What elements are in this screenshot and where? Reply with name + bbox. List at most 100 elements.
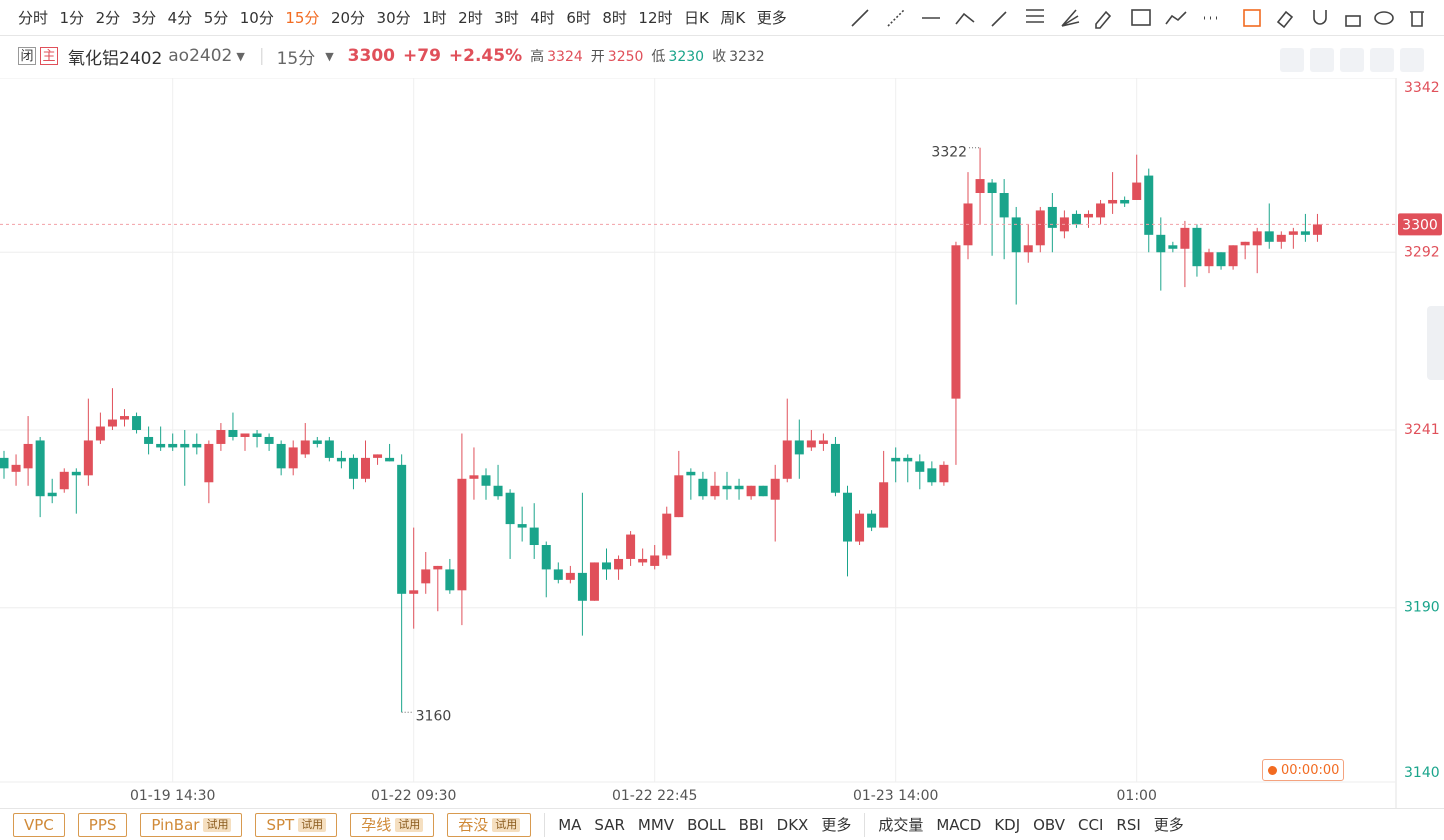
period-option[interactable]: 10分 [239,8,274,27]
stat-label: 收 [712,49,727,65]
y-tick-label: 3292 [1404,244,1440,260]
period-option[interactable]: 1分 [59,8,85,27]
indicator-option[interactable]: MACD [936,815,982,834]
period-option[interactable]: 日K [684,8,709,27]
pattern-button[interactable]: 孕线 试用 [350,812,435,837]
indicator-option[interactable]: BBI [738,815,764,834]
indicator-option[interactable]: SAR [594,815,625,834]
period-option[interactable]: 6时 [566,8,591,27]
pattern-button[interactable]: PPS [77,812,128,837]
btn-indicator[interactable] [1280,48,1304,72]
candle-body [1216,252,1226,267]
tool-lock[interactable] [1345,15,1361,27]
btn-close[interactable] [1400,48,1424,72]
pattern-button[interactable]: 吞没 试用 [447,812,532,837]
period-option[interactable]: 更多 [756,8,787,27]
candle-body [1180,227,1190,249]
candle-body [662,513,672,556]
candle-body [421,569,431,584]
period-option[interactable]: 8时 [602,8,627,27]
period-option[interactable]: 3时 [494,8,519,27]
period-option[interactable]: 20分 [330,8,366,27]
tool-pen[interactable] [1095,10,1112,29]
candle-body [541,545,551,570]
candle-body [180,443,190,448]
tool-fan[interactable] [1061,9,1080,27]
x-tick-label: 01-22 09:30 [371,788,456,804]
period-option[interactable]: 2时 [458,8,483,27]
candle-body [1192,227,1202,267]
tool-segment[interactable] [955,12,975,25]
candle-body [1168,245,1178,249]
tool-eye[interactable] [1374,11,1394,25]
period-option[interactable]: 2分 [95,8,121,27]
candle-body [1108,199,1118,204]
main-indicators: MA SAR MMV BOLL BBI DKX 更多 [558,812,866,837]
dropdown-arrow[interactable]: ▼ [236,49,245,63]
price: 3300 [347,46,395,66]
x-tick-label: 01:00 [1117,788,1157,804]
indicator-option[interactable]: KDJ [994,815,1021,834]
candle-body [1204,252,1214,267]
dropdown-arrow[interactable]: ▼ [325,49,334,63]
period-option[interactable]: 12时 [638,8,673,27]
indicator-option[interactable]: BOLL [687,815,726,834]
indicator-option[interactable]: MMV [637,815,675,834]
candle-body [879,482,889,528]
tool-delete[interactable] [1410,11,1424,27]
side-collapse[interactable] [1427,306,1444,380]
indicator-option[interactable]: RSI [1116,815,1141,834]
badge[interactable]: 主 [40,47,58,65]
indicator-option[interactable]: 更多 [1153,816,1184,834]
indicator-option[interactable]: OBV [1033,815,1066,834]
candle-body [915,461,925,472]
btn-draw[interactable] [1310,48,1334,72]
indicator-option[interactable]: 更多 [821,816,852,834]
pattern-button[interactable]: SPT 试用 [255,812,338,837]
period-option[interactable]: 3分 [131,8,157,27]
candle-body [818,440,828,444]
trial-tag: 试用 [395,817,424,832]
tool-ray[interactable] [851,9,869,27]
period-option[interactable]: 15分 [285,8,320,27]
indicator-option[interactable]: 成交量 [878,816,924,834]
trial-tag: 试用 [203,817,232,832]
stat-value: 3324 [547,49,583,65]
y-tick-label: 3190 [1404,600,1440,616]
candle-body [288,447,298,469]
tool-magnet[interactable] [1313,10,1327,25]
period-option[interactable]: 分时 [18,8,49,27]
period-option[interactable]: 周K [720,8,746,27]
candle-body [1132,182,1142,200]
period-option[interactable]: 4时 [530,8,555,27]
tool-chart[interactable] [1165,11,1187,25]
candle-body [228,430,238,437]
btn-style[interactable] [1340,48,1364,72]
change-pct: +2.45% [448,46,523,66]
candle-body [348,457,358,479]
symbol-code[interactable]: ao2402 [168,46,233,66]
period-option[interactable]: 1时 [422,8,447,27]
tool-eraser[interactable] [1276,10,1294,29]
tool-line[interactable] [991,11,1007,27]
pattern-button[interactable]: PinBar 试用 [140,812,243,837]
pattern-name: PinBar [151,815,200,834]
pattern-button[interactable]: VPC [13,812,65,837]
stat-value: 3232 [729,49,765,65]
candle-body [47,492,57,497]
candle-body [1312,224,1322,235]
indicator-option[interactable]: DKX [776,815,809,834]
tool-fib[interactable] [1026,9,1044,23]
tool-dashed[interactable] [887,9,905,27]
indicator-option[interactable]: MA [558,815,582,834]
period-option[interactable]: 30分 [376,8,411,27]
tool-image[interactable] [1131,9,1151,26]
candle-body [252,433,262,437]
period-option[interactable]: 5分 [203,8,229,27]
indicator-option[interactable]: CCI [1078,815,1104,834]
btn-fullscreen[interactable] [1370,48,1394,72]
period-option[interactable]: 4分 [167,8,193,27]
period[interactable]: 15分 [276,48,316,69]
badge[interactable]: 闭 [18,47,36,65]
tool-edit[interactable] [1243,9,1261,27]
